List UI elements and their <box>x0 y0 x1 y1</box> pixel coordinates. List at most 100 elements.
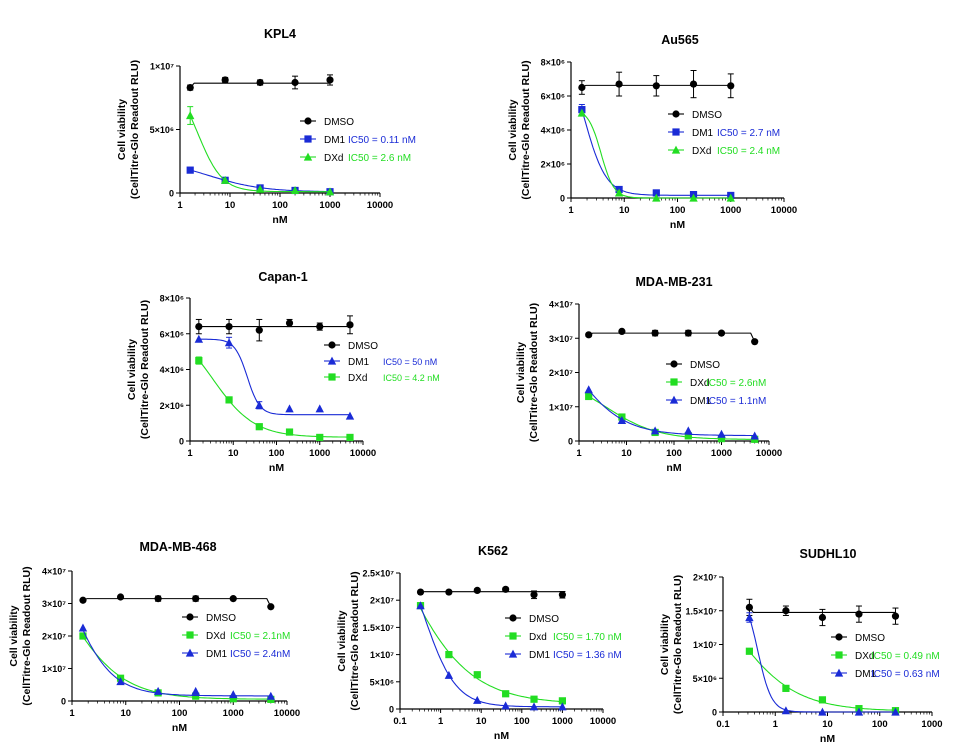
ic50-label: IC50 = 0.11 nM <box>348 135 416 146</box>
y-tick-label: 2×10⁷ <box>42 632 66 642</box>
legend-marker <box>328 373 336 381</box>
y-axis-label: Cell viability(CellTitre-Glo Readout RLU… <box>659 575 684 714</box>
x-axis-label: nM <box>666 462 681 474</box>
ic50-label: IC50 = 1.70 nM <box>553 632 622 643</box>
x-tick-label: 100 <box>272 200 288 211</box>
x-tick-label: 1000 <box>720 205 741 216</box>
x-tick-label: 10 <box>225 200 236 211</box>
x-tick-label: 1000 <box>223 708 244 719</box>
legend-label: DXd <box>692 146 711 157</box>
data-point <box>194 334 204 343</box>
x-tick-label: 1 <box>69 708 75 719</box>
data-point <box>584 385 593 394</box>
y-axis-label-line: (CellTitre-Glo Readout RLU) <box>349 571 361 710</box>
data-point <box>855 610 863 618</box>
data-point <box>116 593 125 601</box>
y-axis-label: Cell viability(CellTitre-Glo Readout RLU… <box>515 303 540 442</box>
x-tick-label: 1 <box>177 200 183 211</box>
y-tick-label: 8×10⁶ <box>541 58 565 68</box>
legend-marker <box>508 649 518 658</box>
data-point <box>316 433 324 442</box>
chart-panel: SUDHL10 0.1 1 10 100 1000 0 5×10⁶ 1×10⁷ 1.5×10⁷ 2×… <box>659 547 943 745</box>
data-point <box>285 319 294 327</box>
y-axis-label-line: Cell viability <box>507 99 519 160</box>
y-axis-label-line: Cell viability <box>126 339 138 400</box>
ic50-label: IC50 = 4.2 nM <box>383 373 440 383</box>
series-dmso: DMSO <box>745 598 900 644</box>
data-point <box>530 695 538 703</box>
data-point <box>186 166 194 174</box>
x-tick-label: 0.1 <box>716 719 730 730</box>
x-tick-label: 10000 <box>756 448 782 459</box>
y-axis-label-line: Cell viability <box>116 99 128 160</box>
data-point <box>153 686 163 695</box>
x-tick-label: 10000 <box>590 716 616 727</box>
data-point <box>854 707 864 716</box>
x-tick-label: 1000 <box>921 719 942 730</box>
data-point <box>502 690 510 698</box>
legend-marker <box>670 378 678 386</box>
y-tick-label: 8×10⁶ <box>160 294 184 304</box>
ic50-label: IC50 = 2.6nM <box>706 378 766 389</box>
fit-curve <box>82 636 271 700</box>
y-tick-label: 3×10⁷ <box>549 334 573 344</box>
data-point <box>116 677 125 686</box>
legend-marker <box>669 395 679 404</box>
legend-label: DMSO <box>324 117 354 128</box>
series-dmso: DMSO <box>585 327 759 371</box>
data-point <box>782 607 790 615</box>
series-dm1: DM1 IC50 = 1.36 nM <box>416 601 622 711</box>
data-point <box>79 596 87 604</box>
data-point <box>195 356 203 365</box>
x-tick-label: 10000 <box>350 448 376 459</box>
y-tick-label: 5×10⁶ <box>693 674 717 684</box>
legend-label: DM1 <box>348 357 370 368</box>
x-tick-label: 10 <box>619 205 630 216</box>
ic50-label: IC50 = 1.36 nM <box>553 650 622 661</box>
ic50-label: IC50 = 0.63 nM <box>871 669 940 680</box>
legend-marker <box>671 145 681 154</box>
data-point <box>346 321 354 329</box>
data-point <box>578 83 586 92</box>
data-point <box>255 184 265 193</box>
data-point <box>225 323 233 331</box>
x-tick-label: 10000 <box>771 205 797 216</box>
data-point <box>255 400 264 409</box>
data-point <box>285 404 294 413</box>
chart-title: K562 <box>478 544 508 558</box>
legend-label: DMSO <box>348 341 378 352</box>
data-point <box>267 603 275 611</box>
y-axis-label-line: Cell viability <box>336 610 348 671</box>
legend-label: Dxd <box>529 632 547 643</box>
data-point <box>502 585 510 593</box>
data-point <box>650 426 660 435</box>
data-point <box>191 686 200 695</box>
data-point <box>416 601 425 610</box>
series-dm1: DM1 IC50 = 2.4nM <box>78 623 290 700</box>
chart-title: Capan-1 <box>258 270 307 284</box>
y-tick-label: 1×10⁷ <box>150 62 174 72</box>
x-tick-label: 1 <box>576 448 582 459</box>
y-tick-label: 2×10⁶ <box>160 401 184 411</box>
data-point <box>285 428 294 436</box>
data-point <box>618 327 626 335</box>
series-dmso: DMSO <box>416 585 567 625</box>
legend-label: DMSO <box>529 614 559 625</box>
x-axis-label: nM <box>272 214 287 226</box>
y-tick-label: 4×10⁶ <box>541 126 565 136</box>
data-point <box>266 691 276 700</box>
data-point <box>224 338 234 347</box>
x-tick-label: 10 <box>476 716 487 727</box>
data-point <box>717 329 726 337</box>
legend-label: DMSO <box>692 110 722 121</box>
y-tick-label: 0 <box>560 194 565 204</box>
ic50-label: IC50 = 1.1nM <box>706 396 766 407</box>
data-point <box>751 338 759 346</box>
data-point <box>255 326 263 334</box>
data-point <box>577 108 587 117</box>
data-point <box>78 623 88 632</box>
x-axis-label: nM <box>269 462 284 474</box>
fit-curve <box>420 608 563 703</box>
y-axis-label-line: (CellTitre-Glo Readout RLU) <box>129 60 141 199</box>
chart-title: SUDHL10 <box>800 547 857 561</box>
